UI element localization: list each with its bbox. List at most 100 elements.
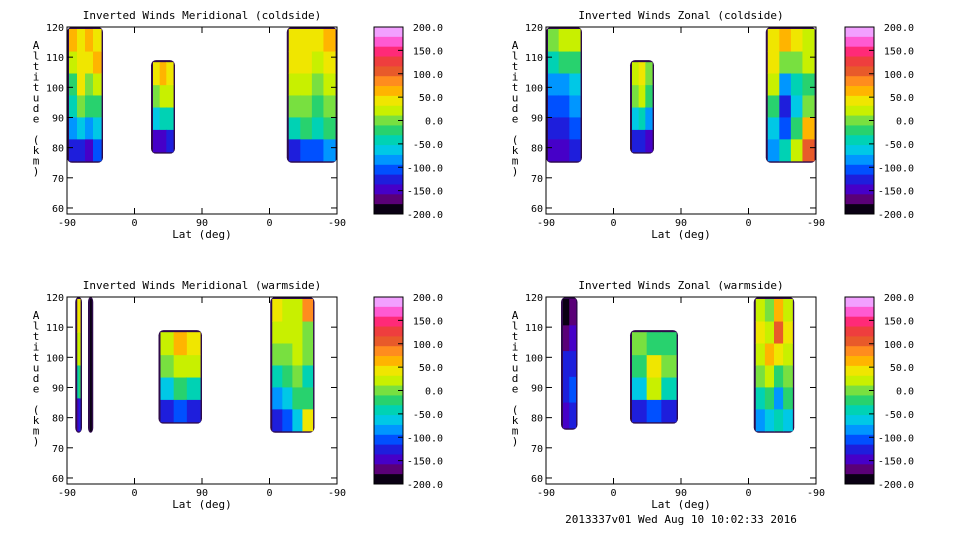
contour-cell: [755, 364, 766, 388]
contour-cell: [558, 50, 570, 74]
contour-cell: [774, 299, 784, 322]
contour-cell: [300, 138, 313, 162]
colorbar-swatch: [845, 385, 874, 396]
contour-cell: [93, 72, 102, 96]
y-axis-label-char: e: [33, 113, 40, 126]
colorbar-swatch: [374, 415, 403, 426]
contour-cell: [558, 29, 570, 52]
contour-cell: [764, 299, 775, 322]
colorbar-swatch: [374, 336, 403, 347]
contour-cell: [779, 50, 792, 74]
contour-cell: [563, 401, 570, 429]
colorbar-label: -200.0: [878, 480, 914, 491]
contour-cell: [764, 364, 775, 388]
colorbar-swatch: [845, 297, 874, 308]
contour-cell: [292, 386, 304, 410]
colorbar-label: -150.0: [407, 457, 443, 468]
contour-cell: [645, 84, 653, 108]
x-tick-label: 0: [610, 218, 616, 229]
contour-cell: [558, 138, 570, 162]
contour-cell: [661, 376, 677, 400]
contour-cell: [288, 72, 301, 96]
chart-panel-1: Inverted Winds Meridional (coldside) -90 0…: [33, 9, 443, 241]
colorbar-swatch: [374, 105, 403, 117]
contour-cell: [764, 386, 775, 410]
contour-cell: [77, 364, 80, 399]
chart-title: Inverted Winds Meridional (coldside): [83, 9, 321, 22]
contour-cell: [302, 320, 314, 344]
contour-cell: [764, 408, 775, 432]
contour-cell: [767, 72, 780, 96]
contour-cell: [77, 94, 86, 118]
contour-cell: [272, 386, 283, 410]
colorbar-swatch: [845, 336, 874, 347]
y-axis-label-char: m: [512, 425, 519, 438]
contour-cell: [779, 116, 792, 140]
y-tick-label: 110: [525, 53, 543, 64]
colorbar-swatch: [845, 356, 874, 367]
contour-cell: [173, 332, 188, 356]
y-axis-label-char: m: [512, 155, 519, 168]
colorbar-label: 0.0: [425, 387, 443, 398]
colorbar-label: 50.0: [890, 93, 914, 104]
colorbar-label: 200.0: [413, 293, 443, 304]
colorbar-swatch: [845, 306, 874, 318]
contour-cell: [774, 364, 784, 388]
y-tick-label: 80: [52, 414, 64, 425]
y-axis-label-char: A: [512, 39, 519, 52]
contour-cell: [282, 320, 293, 344]
contour-cell: [166, 106, 174, 130]
contour-cell: [90, 364, 92, 399]
colorbar-swatch: [374, 125, 403, 136]
timestamp-footer: 2013337v01 Wed Aug 10 10:02:33 2016: [565, 513, 797, 526]
contour-region: [546, 27, 582, 163]
contour-cell: [632, 332, 648, 356]
colorbar-swatch: [845, 86, 874, 97]
contour-cell: [186, 332, 201, 356]
colorbar: 200.0 150.0 100.0 50.0 0.0 -50.0 -100.0 -150.0 -…: [844, 293, 914, 491]
chart-title: Inverted Winds Meridional (warmside): [83, 279, 321, 292]
colorbar-swatch: [374, 365, 403, 377]
colorbar-swatch: [845, 56, 874, 67]
contour-cell: [69, 94, 78, 118]
contour-cell: [93, 50, 102, 74]
x-tick-label: -90: [58, 218, 76, 229]
colorbar-swatch: [374, 145, 403, 156]
y-axis-label-char: ): [33, 165, 40, 178]
colorbar-swatch: [374, 454, 403, 465]
y-tick-label: 120: [46, 23, 64, 34]
contour-cell: [767, 94, 780, 118]
contour-cell: [302, 364, 314, 388]
contour-cell: [569, 94, 581, 118]
y-tick-label: 80: [531, 144, 543, 155]
x-axis-label: Lat (deg): [651, 228, 711, 241]
colorbar-swatch: [374, 174, 403, 185]
contour-cell: [90, 299, 92, 333]
contour-cell: [783, 342, 793, 366]
contour-cell: [90, 331, 92, 366]
colorbar-swatch: [845, 164, 874, 176]
contour-cell: [302, 408, 314, 432]
contour-cell: [646, 376, 662, 400]
y-axis-label-char: A: [512, 309, 519, 322]
colorbar-label: 150.0: [413, 316, 443, 327]
contour-cell: [569, 299, 577, 326]
y-axis-label-char: t: [33, 60, 40, 73]
contour-cell: [661, 399, 677, 423]
y-tick-label: 100: [46, 83, 64, 94]
y-axis-label-char: e: [512, 383, 519, 396]
colorbar-swatch: [374, 95, 403, 107]
contour-cell: [569, 72, 581, 96]
contour-cell: [288, 50, 301, 74]
colorbar-swatch: [845, 346, 874, 357]
y-tick-label: 60: [531, 204, 543, 215]
contour-cell: [272, 408, 283, 432]
contour-region: [151, 60, 175, 154]
contour-cell: [323, 138, 336, 162]
contour-cell: [186, 399, 201, 423]
colorbar-label: -50.0: [884, 410, 914, 421]
colorbar-swatch: [374, 474, 403, 485]
contour-cell: [563, 376, 570, 403]
colorbar-swatch: [374, 434, 403, 446]
contour-cell: [783, 320, 793, 344]
